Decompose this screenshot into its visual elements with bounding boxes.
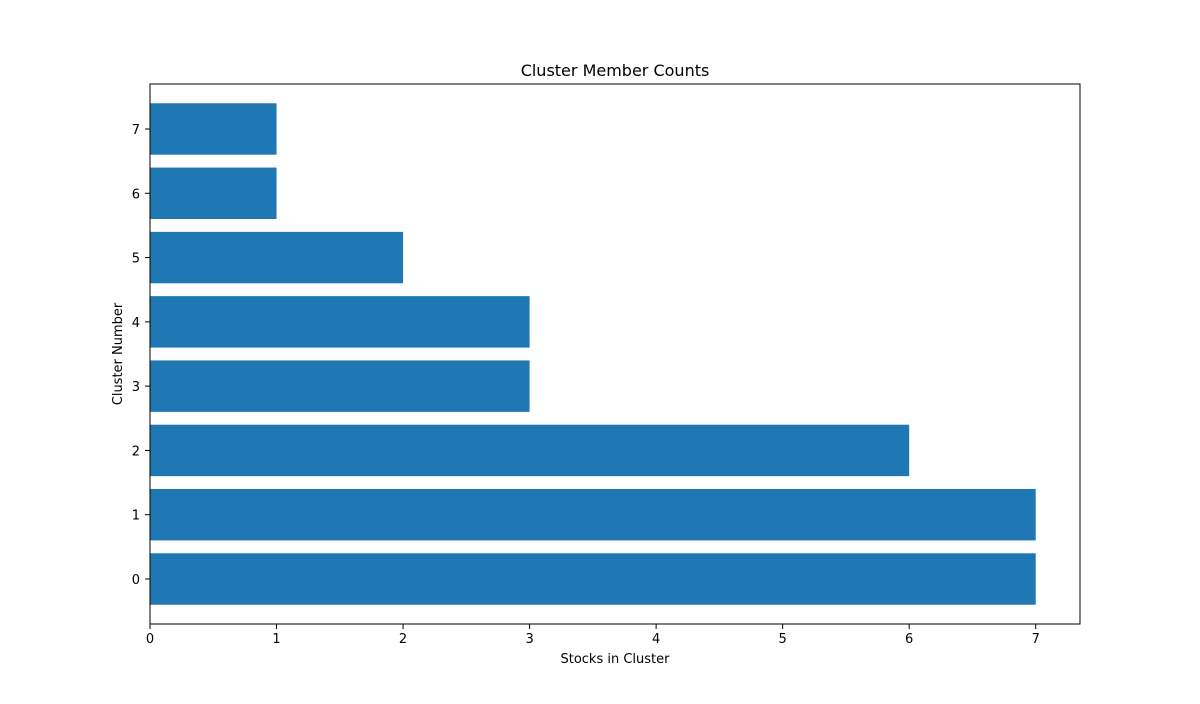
x-tick-label-4: 4 — [652, 632, 660, 647]
plot-area — [150, 84, 1080, 624]
x-tick-label-6: 6 — [905, 632, 913, 647]
x-tick-label-2: 2 — [399, 632, 407, 647]
y-tick-label-4: 4 — [132, 316, 140, 331]
bar-cluster-2 — [150, 424, 910, 477]
y-tick-label-3: 3 — [132, 380, 140, 395]
y-tick-label-7: 7 — [132, 123, 140, 138]
y-tick-label-5: 5 — [132, 252, 140, 267]
bar-cluster-5 — [150, 231, 404, 284]
y-axis-ticks: 0 1 2 3 4 5 6 7 — [132, 123, 150, 588]
x-tick-label-1: 1 — [272, 632, 280, 647]
plot-frame — [149, 83, 1081, 625]
chart-title: Cluster Member Counts — [521, 61, 710, 80]
bar-cluster-3 — [150, 360, 530, 412]
bar-cluster-0 — [150, 553, 1036, 605]
y-tick-label-2: 2 — [132, 444, 140, 459]
x-tick-label-3: 3 — [525, 632, 533, 647]
y-tick-label-1: 1 — [132, 509, 140, 524]
y-tick-label-0: 0 — [132, 573, 140, 588]
bar-cluster-4 — [150, 296, 530, 348]
bar-cluster-1 — [150, 489, 1036, 541]
bar-cluster-7 — [150, 103, 277, 155]
y-tick-label-6: 6 — [132, 187, 140, 202]
bar-cluster-6 — [150, 167, 277, 219]
bars-group — [150, 103, 1036, 605]
y-axis-label: Cluster Number — [111, 302, 126, 405]
x-axis-ticks: 0 1 2 3 4 5 6 7 — [146, 624, 1040, 647]
x-axis-label: Stocks in Cluster — [560, 652, 670, 667]
x-tick-label-0: 0 — [146, 632, 154, 647]
x-tick-label-7: 7 — [1032, 632, 1040, 647]
x-tick-label-5: 5 — [779, 632, 787, 647]
